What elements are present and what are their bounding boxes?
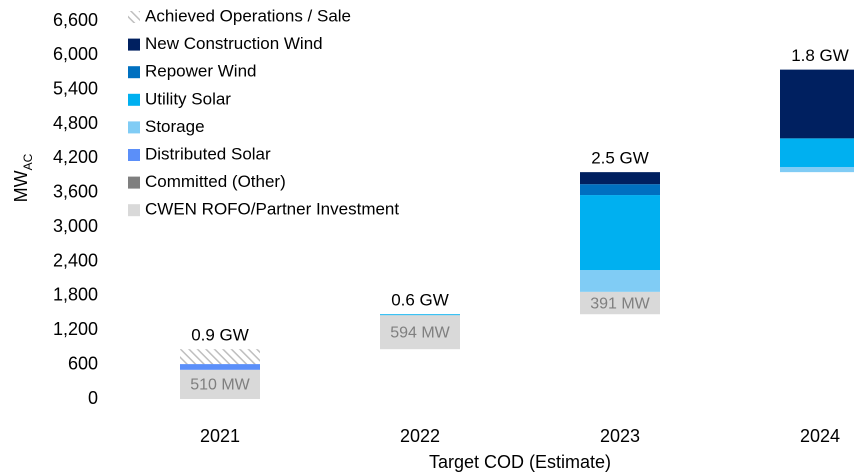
bar-segment	[580, 291, 660, 315]
value-label: 391 MW	[590, 295, 650, 312]
total-label: 1.8 GW	[791, 46, 849, 65]
bar-segment	[380, 315, 460, 350]
bar-segment	[780, 138, 854, 167]
legend-swatch	[128, 11, 140, 23]
legend-label: Achieved Operations / Sale	[145, 6, 351, 25]
y-tick-label: 4,800	[53, 113, 98, 133]
bar-segment	[780, 69, 854, 139]
bar-segment	[580, 195, 660, 271]
legend-swatch	[128, 149, 140, 161]
x-axis-title: Target COD (Estimate)	[429, 452, 611, 472]
y-tick-label: 3,000	[53, 216, 98, 236]
bar-segment	[580, 270, 660, 292]
legend-label: Distributed Solar	[145, 144, 271, 163]
x-tick-label: 2024	[800, 426, 840, 446]
bar-segment	[380, 314, 460, 316]
legend-swatch	[128, 176, 140, 189]
y-tick-label: 3,600	[53, 182, 98, 202]
y-tick-label: 5,400	[53, 78, 98, 98]
y-tick-label: 1,800	[53, 285, 98, 305]
total-label: 0.6 GW	[391, 291, 449, 310]
y-tick-label: 4,200	[53, 147, 98, 167]
y-tick-label: 6,000	[53, 44, 98, 64]
legend-swatch	[128, 38, 140, 51]
y-tick-label: 0	[88, 388, 98, 408]
x-tick-label: 2022	[400, 426, 440, 446]
bar-segment	[180, 364, 260, 370]
legend-label: CWEN ROFO/Partner Investment	[145, 200, 399, 219]
legend-swatch	[128, 121, 140, 134]
bar-segment	[580, 172, 660, 185]
y-axis-title-main: MW	[11, 170, 31, 202]
legend-swatch	[128, 66, 140, 79]
bar-segment	[180, 349, 260, 365]
legend-label: Repower Wind	[145, 62, 257, 81]
legend-label: New Construction Wind	[145, 34, 323, 53]
value-label: 510 MW	[190, 377, 250, 394]
y-axis-title-sub: AC	[21, 153, 35, 170]
y-tick-label: 600	[68, 353, 98, 373]
x-tick-label: 2021	[200, 426, 240, 446]
legend-label: Committed (Other)	[145, 172, 286, 191]
y-tick-label: 2,400	[53, 250, 98, 270]
x-tick-label: 2023	[600, 426, 640, 446]
legend-swatch	[128, 204, 140, 217]
total-label: 2.5 GW	[591, 149, 649, 168]
y-tick-label: 6,600	[53, 10, 98, 30]
bar-segment	[180, 369, 260, 399]
total-label: 0.9 GW	[191, 326, 249, 345]
bar-segment	[580, 184, 660, 196]
y-tick-label: 1,200	[53, 319, 98, 339]
y-axis-title: MWAC	[11, 153, 35, 202]
legend-label: Storage	[145, 117, 205, 136]
legend-label: Utility Solar	[145, 89, 231, 108]
value-label: 594 MW	[390, 324, 450, 341]
bar-segment	[780, 166, 854, 173]
legend-swatch	[128, 93, 140, 106]
